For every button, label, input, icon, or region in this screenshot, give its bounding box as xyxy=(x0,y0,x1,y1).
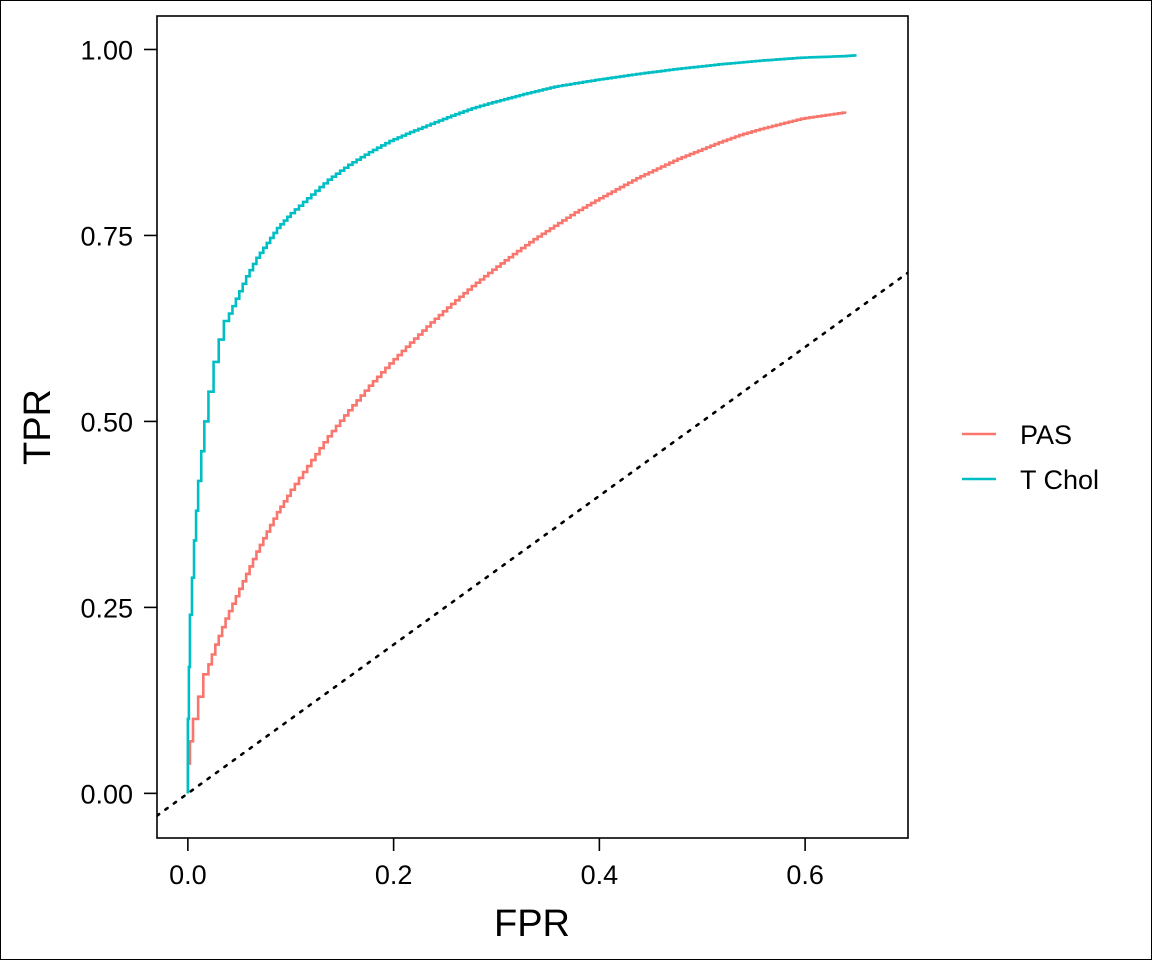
x-tick-label: 0.2 xyxy=(375,860,413,890)
y-tick-label: 0.25 xyxy=(80,593,133,623)
series-line-t-chol xyxy=(186,54,857,794)
x-axis-title: FPR xyxy=(494,903,570,945)
plot-panel xyxy=(156,15,909,839)
y-tick-label: 0.00 xyxy=(80,779,133,809)
y-axis-title: TPR xyxy=(17,389,59,465)
reference-diagonal-line xyxy=(157,271,908,817)
y-tick-label: 0.75 xyxy=(80,221,133,251)
x-tick-label: 0.0 xyxy=(169,860,207,890)
x-tick-label: 0.6 xyxy=(786,860,824,890)
series-line-pas xyxy=(186,111,847,794)
y-tick-label: 0.50 xyxy=(80,407,133,437)
y-tick-label: 1.00 xyxy=(80,35,133,65)
legend-label: PAS xyxy=(1020,420,1072,450)
legend-label: T Chol xyxy=(1020,465,1099,495)
legend: PAS T Chol xyxy=(962,420,1099,495)
x-tick-label: 0.4 xyxy=(581,860,619,890)
